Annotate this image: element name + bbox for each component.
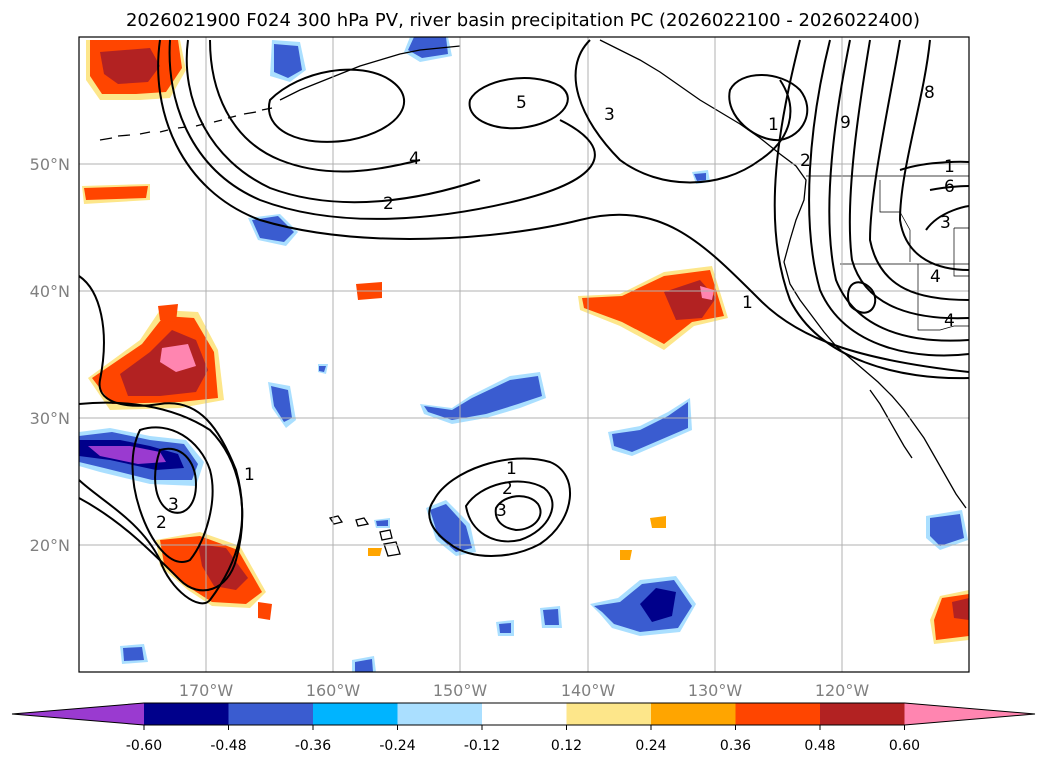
precip-region-positive: [158, 304, 178, 322]
precip-region-positive: [620, 550, 632, 560]
colorbar-tick-label: -0.36: [295, 738, 331, 754]
precip-region-negative: [318, 364, 328, 374]
colorbar-tick-label: -0.24: [379, 738, 415, 754]
colorbar-extend-max: [904, 703, 1035, 725]
contour-labels: 2 4 5 3 1 8 9 2 1 6 3 4 4 1 1 3 2 1 2 3: [156, 83, 955, 533]
precip-region-positive: [258, 602, 272, 620]
map-frame: [78, 36, 970, 673]
lon-label: 140°W: [561, 681, 616, 700]
lat-label: 50°N: [30, 155, 70, 174]
precip-region-negative: [540, 606, 562, 628]
longitude-labels: 170°W 160°W 150°W 140°W 130°W 120°W: [179, 681, 870, 700]
colorbar-segment: [313, 703, 398, 725]
contour-label: 2: [156, 513, 167, 533]
lon-label: 120°W: [815, 681, 870, 700]
contour-label: 6: [944, 177, 955, 197]
coastlines: [99, 39, 967, 557]
contour-label: 1: [506, 459, 517, 479]
colorbar-tick-label: 0.12: [551, 738, 582, 754]
colorbar: -0.60 -0.48 -0.36 -0.24 -0.12 0.12 0.24 …: [11, 702, 1036, 754]
lon-label: 150°W: [433, 681, 488, 700]
gridlines: [79, 37, 969, 672]
colorbar-tick-label: 0.48: [804, 738, 835, 754]
colorbar-segment: [228, 703, 313, 725]
colorbar-segment: [482, 703, 567, 725]
precip-region-negative: [120, 644, 148, 664]
contour-label: 2: [383, 194, 394, 214]
lon-label: 170°W: [179, 681, 234, 700]
contour-label: 1: [742, 293, 753, 313]
colorbar-segment: [566, 703, 651, 725]
precip-region-positive: [88, 310, 224, 410]
precip-fill-layer: [79, 37, 969, 672]
colorbar-segment: [144, 703, 229, 725]
lat-label: 30°N: [30, 409, 70, 428]
precip-region-negative: [374, 518, 390, 528]
map-title: 2026021900 F024 300 hPa PV, river basin …: [126, 10, 920, 31]
contour-label: 9: [840, 113, 851, 133]
contour-label: 4: [930, 267, 941, 287]
map-area: 2 4 5 3 1 8 9 2 1 6 3 4 4 1 1 3 2 1 2 3: [79, 37, 969, 672]
contour-label: 3: [604, 105, 615, 125]
contour-label: 5: [516, 93, 527, 113]
contour-label: 4: [944, 311, 955, 331]
precip-region-negative: [608, 398, 692, 456]
precip-region-negative: [352, 656, 376, 672]
contour-label: 8: [924, 83, 935, 103]
precip-region-positive: [82, 184, 150, 204]
precip-region-negative: [692, 170, 710, 184]
colorbar-tick-label: -0.12: [464, 738, 500, 754]
colorbar-segment: [397, 703, 482, 725]
contour-label: 1: [768, 115, 779, 135]
precip-region-negative: [926, 510, 968, 550]
colorbar-tick-label: 0.60: [889, 738, 920, 754]
colorbar-tick-label: 0.24: [635, 738, 666, 754]
precip-region-negative: [420, 372, 546, 424]
precip-region-positive: [650, 516, 666, 528]
contour-label: 2: [502, 479, 513, 499]
lon-label: 130°W: [688, 681, 743, 700]
colorbar-tick-label: -0.48: [210, 738, 246, 754]
contour-label: 1: [244, 465, 255, 485]
precip-region-negative: [426, 500, 476, 556]
colorbar-extend-min: [12, 703, 144, 725]
colorbar-ticks: [143, 725, 905, 730]
contour-label: 1: [944, 157, 955, 177]
precip-region-negative: [248, 214, 298, 246]
colorbar-segment: [651, 703, 736, 725]
lon-label: 160°W: [306, 681, 361, 700]
precip-region-positive: [368, 548, 382, 556]
precip-region-negative: [496, 620, 514, 636]
colorbar-tick-label: -0.60: [126, 738, 162, 754]
pv-contours: [79, 39, 969, 605]
precip-region-negative: [268, 382, 296, 428]
precip-region-negative: [590, 576, 696, 636]
latitude-labels: 20°N 30°N 40°N 50°N: [30, 155, 70, 555]
lat-label: 20°N: [30, 536, 70, 555]
precip-region-positive: [930, 590, 969, 644]
lat-label: 40°N: [30, 282, 70, 301]
colorbar-tick-label: 0.36: [720, 738, 751, 754]
contour-label: 3: [940, 213, 951, 233]
precip-region-positive: [578, 266, 728, 350]
colorbar-segment: [735, 703, 820, 725]
colorbar-segment: [820, 703, 905, 725]
precip-region-negative: [270, 40, 306, 82]
contour-label: 3: [168, 495, 179, 515]
precip-region-negative: [79, 428, 204, 486]
contour-label: 3: [496, 501, 507, 521]
contour-label: 4: [409, 149, 420, 169]
contour-label: 2: [800, 151, 811, 171]
